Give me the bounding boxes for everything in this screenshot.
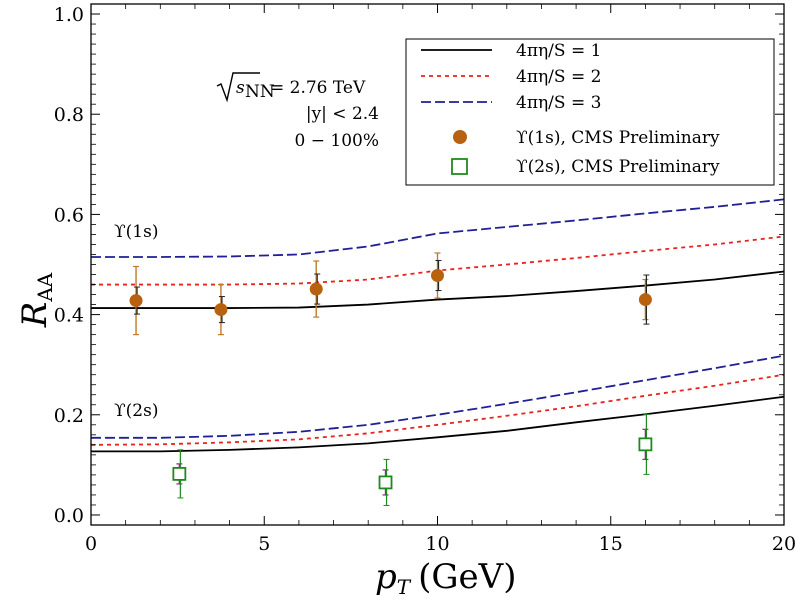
- x-tick-label: 0: [85, 533, 97, 555]
- data-point-upsilon-1s: [309, 282, 323, 296]
- axis-ticks: 0 5 10 15 20 0.0 0.2 0.4 0.6 0.8 1.0: [54, 4, 796, 555]
- legend-label-eta2: 4πη/S = 2: [516, 67, 601, 87]
- upsilon-2s-curve-label: ϒ(2s): [114, 401, 158, 421]
- theory-curves: [90, 198, 785, 453]
- y-tick-label: 1.0: [54, 4, 84, 26]
- legend-marker-2s: [451, 158, 468, 175]
- legend-label-eta3: 4πη/S = 3: [516, 93, 601, 113]
- x-tick-label: 5: [258, 533, 270, 555]
- data-point-upsilon-1s: [214, 303, 228, 317]
- x-tick-label: 15: [599, 533, 623, 555]
- curve-eta2-upsilon2s: [90, 373, 785, 446]
- curve-eta1-upsilon1s: [91, 270, 785, 309]
- data-points: [129, 252, 653, 506]
- y-tick-label: 0.6: [54, 204, 84, 226]
- curve-eta3-upsilon1s: [91, 198, 785, 258]
- x-tick-label: 20: [772, 533, 796, 555]
- x-tick-label: 10: [425, 533, 449, 555]
- upsilon-1s-curve-label: ϒ(1s): [114, 222, 158, 242]
- y-tick-label: 0.2: [54, 405, 84, 427]
- y-tick-label: 0.8: [54, 104, 84, 126]
- y-axis-title: RAA: [15, 272, 57, 328]
- data-point-upsilon-2s: [378, 475, 393, 490]
- data-point-upsilon-2s: [172, 467, 187, 481]
- legend: 4πη/S = 1 4πη/S = 2 4πη/S = 3 ϒ(1s), CMS…: [405, 38, 775, 186]
- data-point-upsilon-1s: [638, 293, 652, 307]
- data-point-upsilon-1s: [129, 294, 143, 308]
- data-point-upsilon-2s: [638, 437, 653, 452]
- data-point-upsilon-1s: [431, 269, 444, 283]
- curve-eta1-upsilon2s: [91, 395, 785, 453]
- sqrt-s-subscript: NN: [245, 82, 275, 102]
- y-tick-label: 0.0: [54, 505, 84, 527]
- legend-label-2s: ϒ(2s), CMS Preliminary: [516, 157, 720, 177]
- sqrt-symbol: [216, 72, 260, 103]
- legend-label-eta1: 4πη/S = 1: [516, 41, 601, 61]
- centrality-annotation: 0 − 100%: [295, 131, 379, 151]
- sqrt-s-label: s: [236, 78, 245, 98]
- sqrt-s-value: = 2.76 TeV: [270, 78, 366, 98]
- legend-marker-1s: [453, 130, 467, 144]
- legend-label-1s: ϒ(1s), CMS Preliminary: [516, 128, 720, 148]
- x-axis-title: pT (GeV): [375, 557, 516, 599]
- curve-eta3-upsilon2s: [91, 354, 785, 439]
- rapidity-annotation: |y| < 2.4: [306, 104, 379, 124]
- y-tick-label: 0.4: [54, 305, 84, 327]
- energy-annotation: s NN = 2.76 TeV: [216, 72, 366, 103]
